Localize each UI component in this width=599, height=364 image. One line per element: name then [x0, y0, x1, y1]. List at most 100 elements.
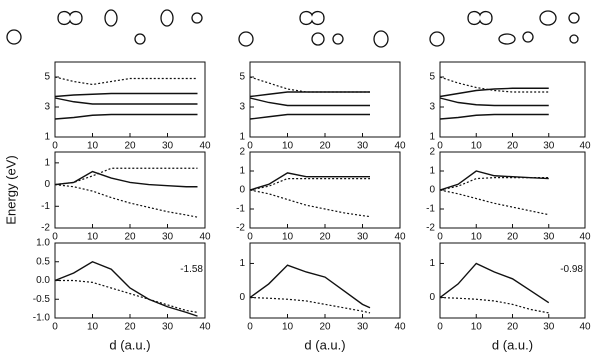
curve [439, 177, 549, 191]
x-tick-label: 40 [394, 141, 406, 152]
y-tick-label: 1 [239, 258, 245, 269]
x-tick-label: 30 [162, 232, 174, 243]
x-tick-label: 10 [282, 141, 294, 152]
annotation: -0.98 [560, 264, 583, 275]
y-tick-label: 1 [429, 132, 435, 143]
curve [439, 113, 549, 120]
y-tick-label: 5 [239, 72, 245, 83]
y-tick-label: 3 [44, 102, 50, 113]
x-tick-label: 30 [543, 322, 555, 333]
x-tick-label: 30 [543, 141, 555, 152]
curve [249, 172, 370, 191]
y-tick-label: 1 [44, 132, 50, 143]
curve [55, 279, 198, 313]
plot-frame [54, 242, 206, 319]
annotation: -1.58 [180, 264, 203, 275]
y-tick-label: 1 [239, 166, 245, 177]
y-tick-label: -1 [236, 204, 245, 215]
x-tick-label: 40 [579, 322, 591, 333]
x-tick-label: 30 [162, 322, 174, 333]
curve [439, 189, 549, 216]
x-tick-label: 0 [52, 141, 58, 152]
y-tick-label: 1 [44, 157, 50, 168]
curve [439, 76, 549, 93]
x-tick-label: 0 [437, 232, 443, 243]
x-tick-label: 30 [357, 322, 369, 333]
curve [249, 97, 370, 107]
x-tick-label: 20 [507, 141, 519, 152]
x-tick-label: 20 [319, 232, 331, 243]
x-tick-label: 0 [52, 232, 58, 243]
x-tick-label: 0 [247, 232, 253, 243]
y-tick-label: 0.5 [36, 256, 50, 267]
x-tick-label: 20 [124, 232, 136, 243]
x-tick-label: 30 [162, 141, 174, 152]
x-tick-label: 0 [437, 322, 443, 333]
curve [439, 262, 550, 304]
curve [54, 167, 198, 186]
x-tick-label: 40 [394, 232, 406, 243]
curve [249, 189, 371, 218]
y-tick-label: 1 [429, 166, 435, 177]
y-tick-label: 5 [429, 72, 435, 83]
plot-frame [439, 61, 586, 138]
x-tick-label: 20 [507, 232, 519, 243]
plot-frame [439, 151, 586, 229]
curve [249, 113, 370, 120]
x-tick-label: 20 [124, 322, 136, 333]
x-tick-label: 0 [247, 322, 253, 333]
y-tick-label: -2 [236, 223, 245, 234]
y-tick-label: 0 [429, 185, 435, 196]
y-tick-label: 0 [44, 179, 50, 190]
x-tick-label: 30 [357, 141, 369, 152]
x-tick-label: 0 [437, 141, 443, 152]
x-axis-label: d (a.u.) [304, 337, 345, 352]
x-tick-label: 10 [282, 232, 294, 243]
y-tick-label: 0.0 [36, 275, 50, 286]
geometry-sketches [6, 9, 580, 48]
plot-frame [54, 61, 206, 138]
x-tick-label: 10 [87, 232, 99, 243]
y-tick-label: 0 [429, 292, 435, 303]
y-tick-label: 3 [429, 102, 435, 113]
x-axis-label: d (a.u.) [109, 337, 150, 352]
y-tick-label: 2 [429, 147, 435, 158]
x-tick-label: 20 [319, 141, 331, 152]
y-tick-label: 1 [429, 258, 435, 269]
x-tick-label: 10 [87, 141, 99, 152]
y-tick-label: 1.0 [36, 238, 50, 249]
plot-frame [54, 151, 206, 229]
y-axis-label: Energy (eV) [3, 155, 18, 224]
plot-frame [249, 151, 401, 229]
y-tick-label: 0 [239, 185, 245, 196]
y-tick-label: -0.5 [33, 294, 51, 305]
x-tick-label: 10 [87, 322, 99, 333]
x-tick-label: 30 [543, 232, 555, 243]
y-tick-label: -1 [41, 201, 50, 212]
x-axis-label: d (a.u.) [492, 337, 533, 352]
x-tick-label: 20 [319, 322, 331, 333]
curve [54, 183, 198, 218]
x-tick-label: 10 [471, 141, 483, 152]
y-tick-label: 1 [239, 132, 245, 143]
curve [54, 260, 198, 317]
x-tick-label: 20 [507, 322, 519, 333]
plot-frame [249, 61, 401, 138]
x-tick-label: 40 [579, 141, 591, 152]
y-tick-label: -1 [426, 204, 435, 215]
curve [54, 76, 198, 86]
curve [54, 92, 198, 98]
y-tick-label: 0 [239, 292, 245, 303]
x-tick-label: 40 [394, 322, 406, 333]
x-tick-label: 10 [471, 232, 483, 243]
curve [439, 296, 549, 314]
y-tick-label: -2 [426, 223, 435, 234]
curve [249, 264, 371, 309]
curve [439, 87, 549, 98]
curve [54, 97, 198, 105]
x-tick-label: 40 [199, 141, 211, 152]
x-tick-label: 40 [579, 232, 591, 243]
curve [249, 76, 370, 93]
y-tick-label: -1.0 [33, 313, 51, 324]
